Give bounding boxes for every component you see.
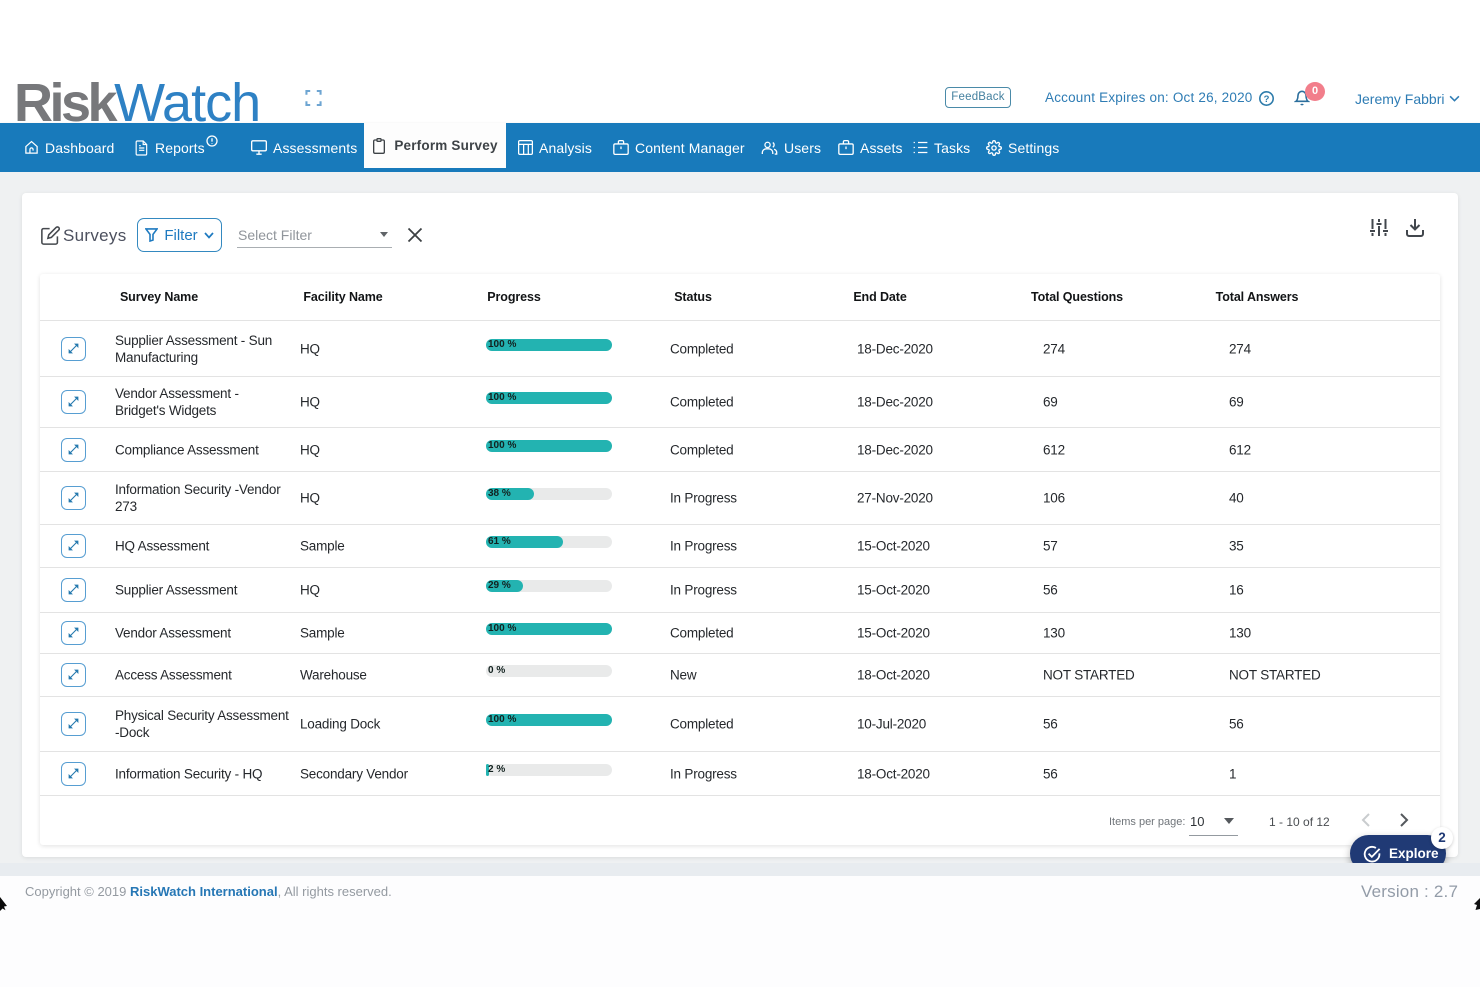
svg-text:?: ? bbox=[1264, 94, 1270, 105]
